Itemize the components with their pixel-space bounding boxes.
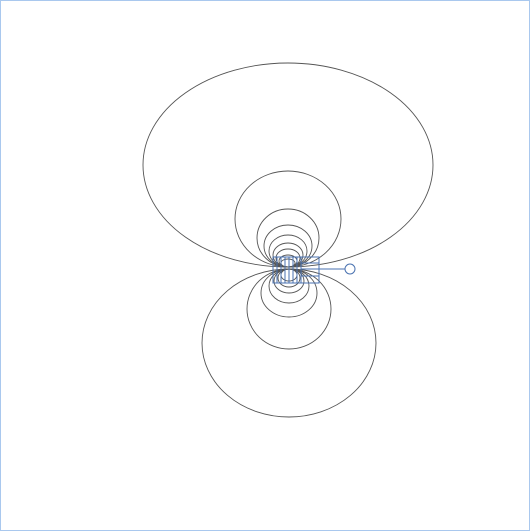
field-line [142,62,434,268]
upper-field-lines [142,62,434,268]
coil [272,256,356,284]
field-line [263,224,313,268]
coil-leads [301,262,345,277]
coil-body [272,256,320,284]
coil-windings [276,257,302,283]
field-line [256,208,320,268]
terminal [344,263,356,275]
lower-field-lines [201,268,377,418]
field-line [234,170,342,268]
field-line [201,268,377,418]
